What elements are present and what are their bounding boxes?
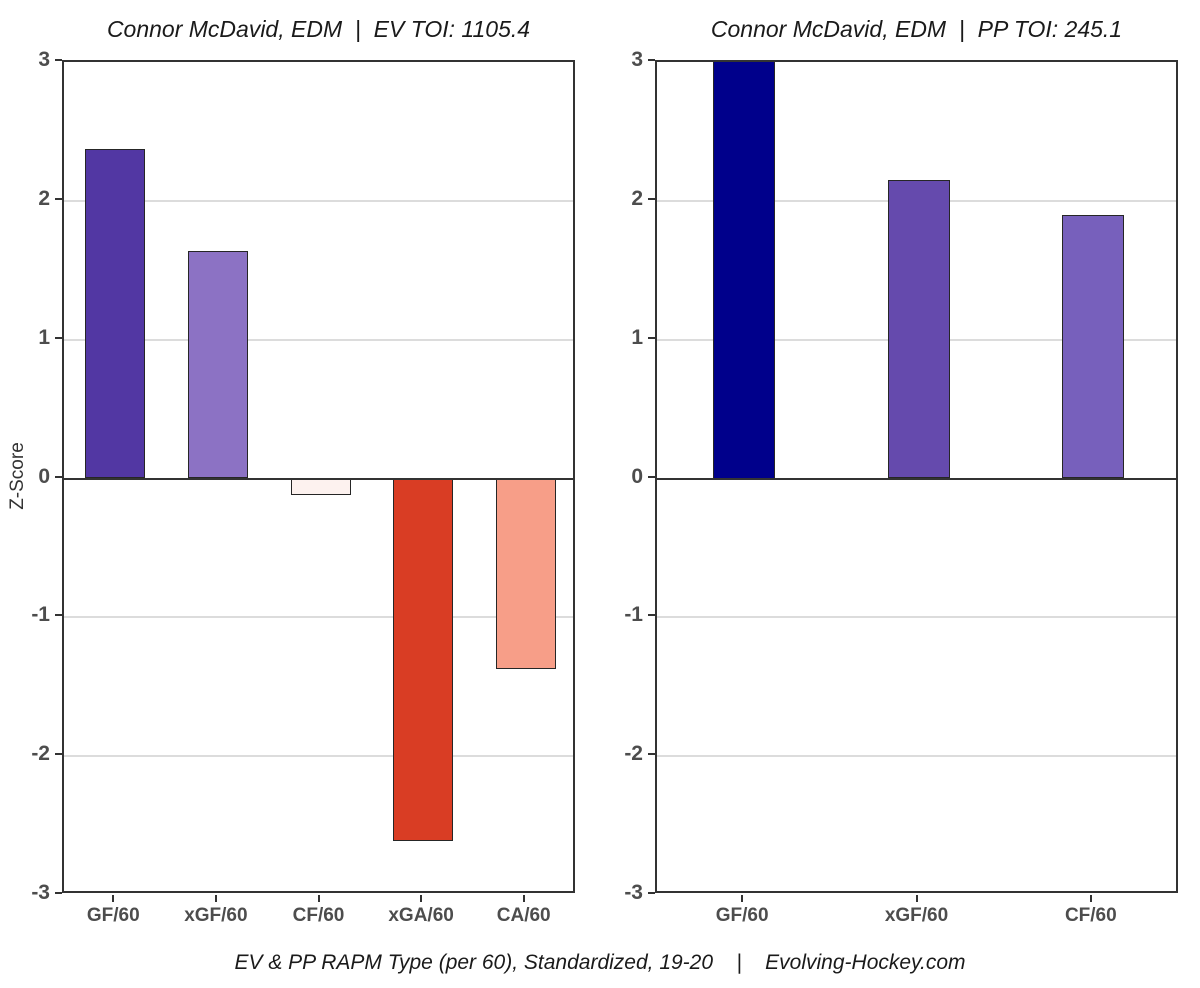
x-axis-tick <box>522 895 525 902</box>
y-axis-tick <box>55 197 62 200</box>
y-axis-tick <box>648 475 655 478</box>
gridline-y-1 <box>657 616 1176 619</box>
bar-xGF-60 <box>187 250 248 479</box>
zero-line <box>64 477 573 480</box>
y-axis-tick-label: 0 <box>631 464 643 488</box>
y-axis-tick-label: 1 <box>38 325 50 349</box>
bar-GF-60 <box>713 62 776 479</box>
chart-caption: EV & PP RAPM Type (per 60), Standardized… <box>234 951 966 974</box>
y-axis-tick-label: 3 <box>38 48 50 71</box>
x-axis-tick <box>915 895 918 902</box>
y-axis-tick <box>55 753 62 756</box>
pp-chart-title: Connor McDavid, EDM | PP TOI: 245.1 <box>710 16 1123 42</box>
zero-line <box>657 477 1176 480</box>
x-axis-label-CF-60: CF/60 <box>1064 905 1117 926</box>
x-axis-label-xGF-60: xGF/60 <box>184 905 248 926</box>
y-axis-title: Z-Score <box>7 441 28 510</box>
y-axis-tick-label: -1 <box>31 603 50 627</box>
x-axis-tick <box>112 895 115 902</box>
x-axis-tick <box>317 895 320 902</box>
y-axis-tick-label: 0 <box>38 464 50 488</box>
y-axis-tick <box>648 59 655 61</box>
bar-GF-60 <box>85 149 146 479</box>
x-axis-label-xGF-60: xGF/60 <box>884 905 949 926</box>
y-axis-tick <box>55 475 62 478</box>
bar-CF-60 <box>1061 214 1124 479</box>
y-axis-tick <box>648 892 655 894</box>
y-axis-tick-label: -3 <box>31 881 50 904</box>
y-axis-tick <box>55 336 62 339</box>
x-axis-tick <box>741 895 744 902</box>
x-axis-tick <box>214 895 217 902</box>
gridline-y2 <box>64 199 573 202</box>
gridline-y-2 <box>64 755 573 758</box>
bar-CA-60 <box>495 478 556 669</box>
y-axis-tick <box>648 197 655 200</box>
gridline-y1 <box>64 338 573 341</box>
y-axis-tick-label: 2 <box>631 186 643 210</box>
x-axis-tick <box>1089 895 1092 902</box>
y-axis-tick-label: 2 <box>38 186 50 210</box>
y-axis-tick <box>648 336 655 339</box>
y-axis-tick-label: -2 <box>624 742 643 766</box>
y-axis-tick-label: -3 <box>624 881 643 904</box>
y-axis-tick <box>648 614 655 617</box>
bar-xGF-60 <box>887 180 950 479</box>
y-axis-tick <box>648 753 655 756</box>
x-axis-tick <box>420 895 423 902</box>
y-axis-tick-label: 1 <box>631 325 643 349</box>
x-axis-label-GF-60: GF/60 <box>86 905 140 926</box>
y-axis-tick <box>55 892 62 894</box>
y-axis-tick-label: -1 <box>624 603 643 627</box>
ev-rapm-chart-panel: Connor McDavid, EDM | EV TOI: 1105.4 3 2 1… <box>0 0 600 940</box>
gridline-y-1 <box>64 616 573 619</box>
pp-rapm-chart-panel: Connor McDavid, EDM | PP TOI: 245.1 3 2 1 0… <box>600 0 1200 940</box>
y-axis-tick-label: -2 <box>31 742 50 766</box>
x-axis-label-GF-60: GF/60 <box>715 905 769 926</box>
x-axis-label-xGA-60: xGA/60 <box>388 905 454 926</box>
ev-chart-title: Connor McDavid, EDM | EV TOI: 1105.4 <box>106 16 531 42</box>
y-axis-tick-label: 3 <box>631 48 643 71</box>
bar-xGA-60 <box>393 478 454 841</box>
gridline-y-2 <box>657 755 1176 758</box>
pp-plot-area <box>655 60 1178 893</box>
y-axis-tick <box>55 59 62 61</box>
y-axis-tick <box>55 614 62 617</box>
bar-CF-60 <box>290 478 351 496</box>
x-axis-label-CA-60: CA/60 <box>496 905 551 926</box>
ev-plot-area <box>62 60 575 893</box>
x-axis-label-CF-60: CF/60 <box>292 905 345 926</box>
